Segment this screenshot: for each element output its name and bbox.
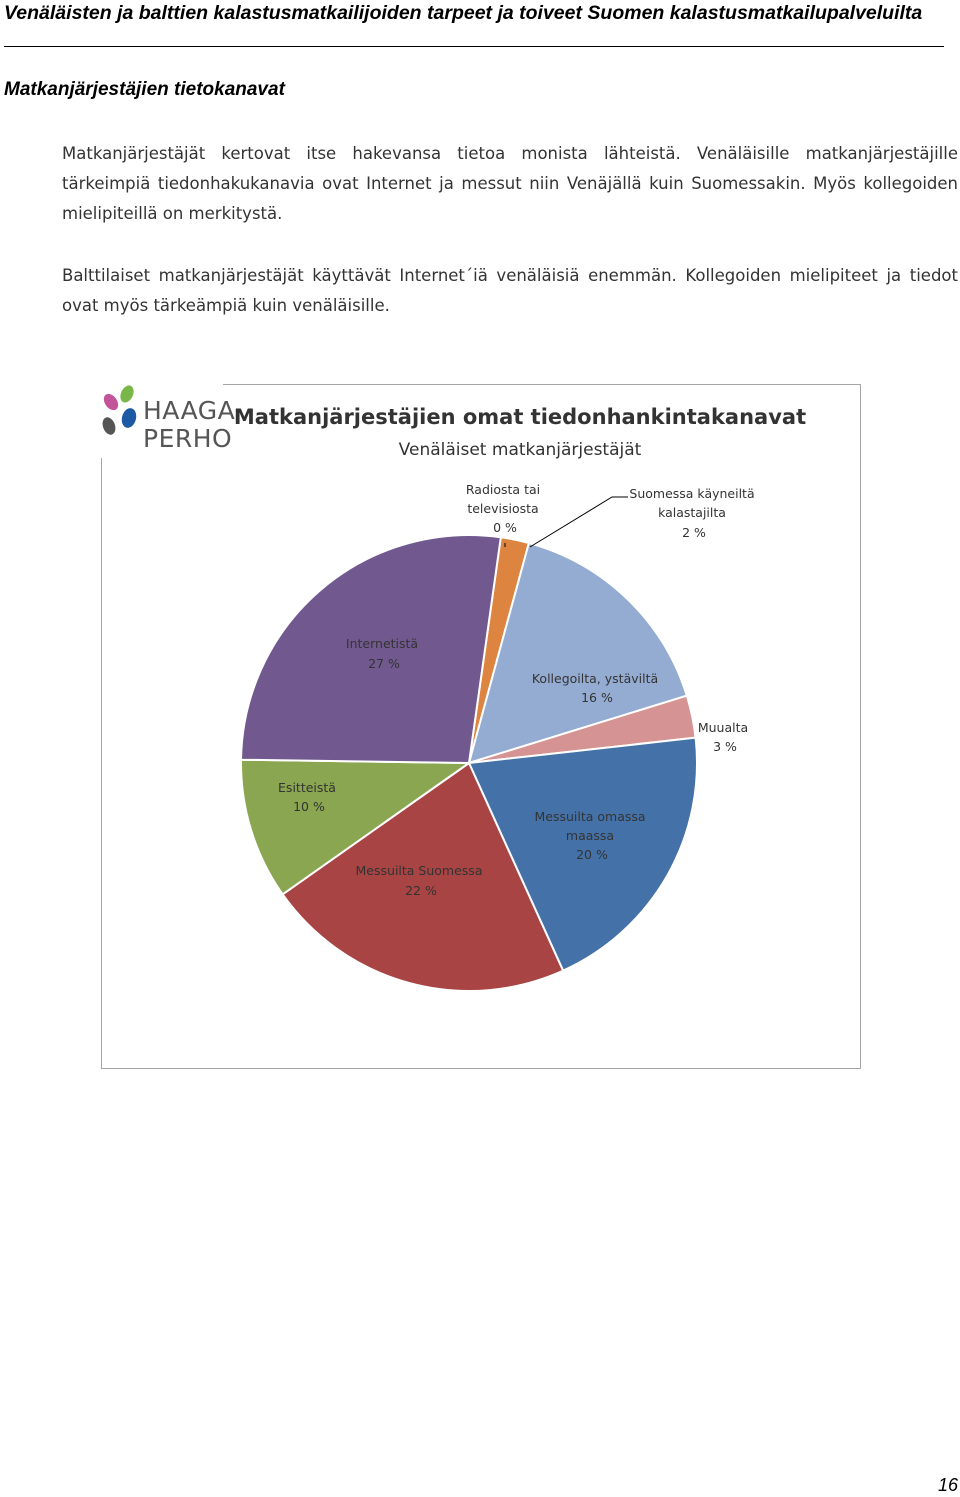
- paragraph-baltic-operators: Balttilaiset matkanjärjestäjät käyttävät…: [62, 266, 958, 315]
- slice-label-esitteista-name: Esitteistä: [278, 780, 336, 795]
- logo-text-line2: PERHO: [143, 424, 233, 453]
- section-heading: Matkanjärjestäjien tietokanavat: [4, 79, 285, 100]
- slice-label-internetista: Internetistä 27 %: [346, 636, 422, 671]
- logo-leaf-blue: [121, 408, 137, 428]
- slice-label-muualta-percent: 3 %: [713, 739, 737, 754]
- slice-label-messuilta-omassa: Messuilta omassa maassa 20 %: [534, 809, 649, 862]
- slice-label-messuilta-omassa-line1: Messuilta omassa: [534, 809, 645, 824]
- slice-label-kollegoilta: Kollegoilta, ystäviltä 16 %: [532, 671, 662, 705]
- pie-slice-internetistä: [240, 534, 502, 765]
- slice-label-muualta: Muualta 3 %: [698, 720, 752, 754]
- slice-label-internetista-percent: 27 %: [368, 656, 400, 671]
- paragraph-russian-operators: Matkanjärjestäjät kertovat itse hakevans…: [62, 144, 958, 223]
- slice-label-suomessa-line2: kalastajilta: [658, 505, 726, 520]
- pie-slice-kollegoilta-ystäviltä: [467, 541, 689, 765]
- chart-title: Matkanjärjestäjien omat tiedonhankintaka…: [234, 405, 806, 429]
- logo-text-line1: HAAGA: [143, 396, 236, 425]
- slice-label-radio-percent: 0 %: [493, 520, 517, 535]
- slice-label-radio-line1: Radiosta tai: [466, 482, 540, 497]
- logo-mark-icon: [102, 385, 137, 435]
- slice-label-messuilta-omassa-line2: maassa: [566, 828, 614, 843]
- pie-chart: Matkanjärjestäjien omat tiedonhankintaka…: [234, 405, 806, 992]
- slice-label-suomessa-percent: 2 %: [682, 525, 706, 540]
- haaga-perho-logo: HAAGA PERHO: [95, 382, 235, 458]
- pie-slice-messuilta-suomessa: [281, 761, 565, 992]
- slice-label-radio-line2: televisiosta: [467, 501, 538, 516]
- slice-label-suomessa: Suomessa käyneiltä kalastajilta 2 %: [629, 486, 758, 540]
- slice-label-messuilta-suomessa: Messuilta Suomessa 22 %: [356, 863, 487, 898]
- slice-label-suomessa-line1: Suomessa käyneiltä: [629, 486, 754, 501]
- leader-lines: [504, 496, 628, 548]
- slice-label-muualta-name: Muualta: [698, 720, 748, 735]
- slice-label-kollegoilta-percent: 16 %: [581, 690, 613, 705]
- slice-label-messuilta-suomessa-percent: 22 %: [405, 883, 437, 898]
- header-divider: [4, 46, 944, 47]
- slice-label-esitteista-percent: 10 %: [293, 799, 325, 814]
- slice-label-messuilta-omassa-percent: 20 %: [576, 847, 608, 862]
- logo-leaf-pink: [103, 393, 119, 411]
- page-number: 16: [937, 1475, 958, 1495]
- slice-label-internetista-name: Internetistä: [346, 636, 418, 651]
- pie-slice-esitteistä: [240, 758, 473, 896]
- slice-label-kollegoilta-name: Kollegoilta, ystäviltä: [532, 671, 658, 686]
- logo-leaf-green: [120, 385, 134, 403]
- slice-label-radio: Radiosta tai televisiosta 0 %: [466, 482, 544, 535]
- document-header-title: Venäläisten ja balttien kalastusmatkaili…: [4, 2, 923, 24]
- pie-slices: [240, 534, 698, 992]
- slice-label-messuilta-suomessa-name: Messuilta Suomessa: [356, 863, 483, 878]
- slice-labels: Radiosta tai televisiosta 0 % Suomessa k…: [278, 482, 758, 898]
- pie-slice-messuilta-omassa-maassa: [467, 736, 698, 972]
- leader-line-suomessa: [529, 496, 628, 548]
- slice-label-esitteista: Esitteistä 10 %: [278, 780, 340, 814]
- logo-leaf-gray: [102, 417, 116, 435]
- chart-subtitle: Venäläiset matkanjärjestäjät: [399, 440, 642, 460]
